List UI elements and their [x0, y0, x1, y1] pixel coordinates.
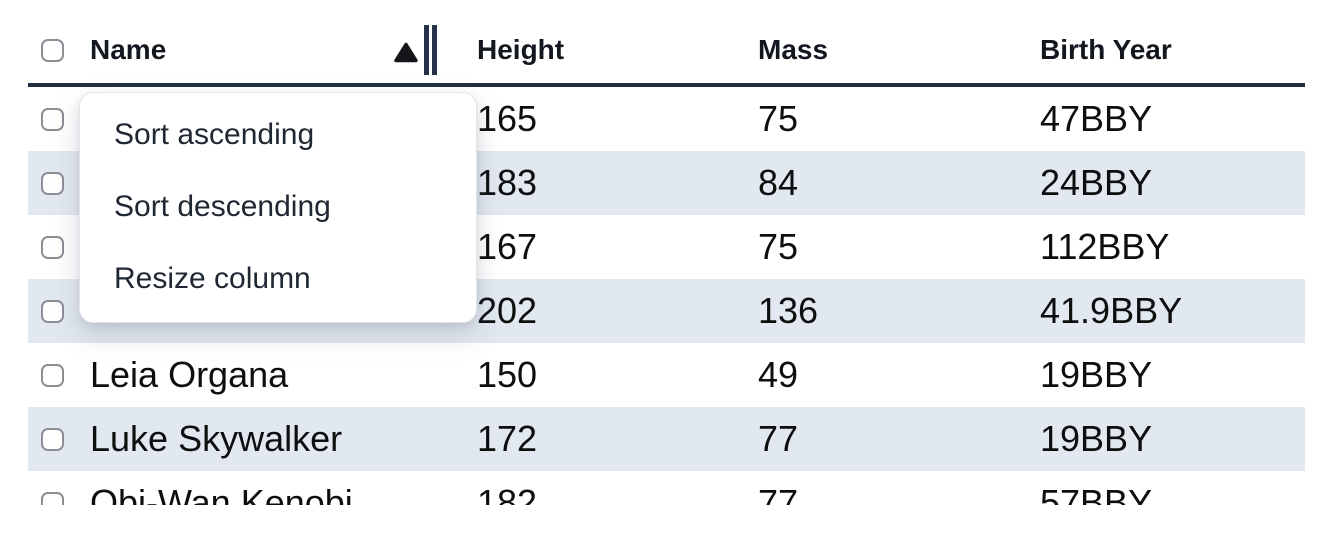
cell-mass: 75 [758, 98, 799, 139]
cell-name: Leia Organa [90, 354, 289, 395]
column-header-height[interactable]: Height [477, 34, 758, 66]
column-header-name-label: Name [90, 34, 167, 65]
row-checkbox[interactable] [41, 299, 64, 323]
cell-birth-year: 112BBY [1040, 226, 1170, 267]
row-checkbox[interactable] [41, 491, 64, 505]
cell-birth-year: 57BBY [1040, 482, 1153, 505]
cell-height: 182 [477, 482, 538, 505]
cell-height: 183 [477, 162, 538, 203]
cell-height: 172 [477, 418, 538, 459]
cell-birth-year: 24BBY [1040, 162, 1153, 203]
row-checkbox[interactable] [41, 363, 64, 387]
cell-mass: 77 [758, 418, 799, 459]
menu-item-resize-column[interactable]: Resize column [114, 262, 311, 295]
cell-mass: 84 [758, 162, 799, 203]
sort-ascending-icon [394, 42, 418, 63]
row-checkbox[interactable] [41, 171, 64, 195]
cell-name: Luke Skywalker [90, 418, 343, 459]
table-row: Obi-Wan Kenobi 182 77 57BBY [28, 471, 1305, 505]
menu-item-sort-ascending[interactable]: Sort ascending [114, 118, 315, 151]
cell-birth-year: 41.9BBY [1040, 290, 1183, 331]
column-resize-handle[interactable] [424, 25, 438, 75]
cell-birth-year: 47BBY [1040, 98, 1153, 139]
cell-birth-year: 19BBY [1040, 354, 1153, 395]
column-header-mass[interactable]: Mass [758, 34, 1040, 66]
table-row: Luke Skywalker 172 77 19BBY [28, 407, 1305, 471]
column-header-birth-year[interactable]: Birth Year [1040, 34, 1305, 66]
row-checkbox[interactable] [41, 427, 64, 451]
row-checkbox[interactable] [41, 107, 64, 131]
column-header-height-label: Height [477, 34, 565, 65]
column-header-mass-label: Mass [758, 34, 829, 65]
cell-birth-year: 19BBY [1040, 418, 1153, 459]
cell-mass: 49 [758, 354, 799, 395]
column-header-menu: Sort ascending Sort descending Resize co… [79, 92, 477, 323]
table-header: Name Height Mass Birth Year [28, 0, 1305, 87]
cell-height: 202 [477, 290, 538, 331]
row-checkbox[interactable] [41, 235, 64, 259]
cell-mass: 136 [758, 290, 819, 331]
table-row: Leia Organa 150 49 19BBY [28, 343, 1305, 407]
menu-item-sort-descending[interactable]: Sort descending [114, 190, 331, 223]
header-checkbox-cell [28, 38, 90, 62]
cell-height: 165 [477, 98, 538, 139]
cell-height: 167 [477, 226, 538, 267]
select-all-checkbox[interactable] [41, 38, 64, 62]
column-header-birth-year-label: Birth Year [1040, 34, 1172, 65]
characters-table: Name Height Mass Birth Year 165 75 47BBY [28, 0, 1305, 505]
cell-height: 150 [477, 354, 538, 395]
cell-mass: 77 [758, 482, 799, 505]
cell-mass: 75 [758, 226, 799, 267]
column-header-name[interactable]: Name [90, 34, 477, 66]
cell-name: Obi-Wan Kenobi [90, 482, 353, 505]
